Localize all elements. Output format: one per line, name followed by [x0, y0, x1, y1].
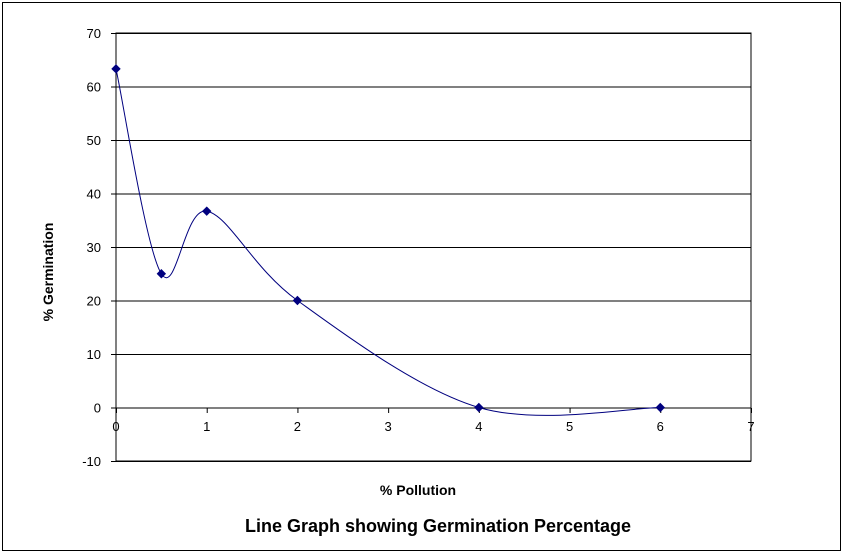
y-tick-label: 70: [87, 26, 101, 41]
tick-labels: -10 0 10 20 30 40 50 60 70 0 1 2 3 4 5 6 7: [82, 26, 754, 469]
x-axis-title: % Pollution: [380, 482, 456, 498]
x-tick-label: 2: [294, 419, 301, 434]
data-point: [292, 295, 303, 306]
markers: [111, 64, 665, 413]
y-axis-title: % Germination: [40, 223, 56, 322]
x-tick-label: 0: [112, 419, 119, 434]
chart-title: Line Graph showing Germination Percentag…: [245, 516, 631, 536]
y-tick-label: 0: [94, 401, 101, 416]
y-tick-label: 60: [87, 80, 101, 95]
y-tick-label: 50: [87, 133, 101, 148]
gridlines: [116, 33, 751, 462]
x-tick-label: 4: [475, 419, 482, 434]
data-point: [111, 64, 121, 74]
y-tick-label: 20: [87, 294, 101, 309]
data-point: [655, 402, 665, 413]
data-point: [202, 206, 212, 216]
y-tick-label: 40: [87, 187, 101, 202]
x-tick-label: 7: [747, 419, 754, 434]
x-tick-label: 3: [385, 419, 392, 434]
y-tick-label: 30: [87, 240, 101, 255]
x-tick-label: 1: [203, 419, 210, 434]
data-point: [156, 269, 167, 279]
data-point: [474, 402, 484, 413]
y-tick-label: 10: [87, 347, 101, 362]
y-tick-label: -10: [82, 454, 101, 469]
x-tick-label: 6: [657, 419, 664, 434]
x-tick-label: 5: [566, 419, 573, 434]
series-layer: [115, 68, 661, 416]
series-line-0: [115, 68, 661, 416]
